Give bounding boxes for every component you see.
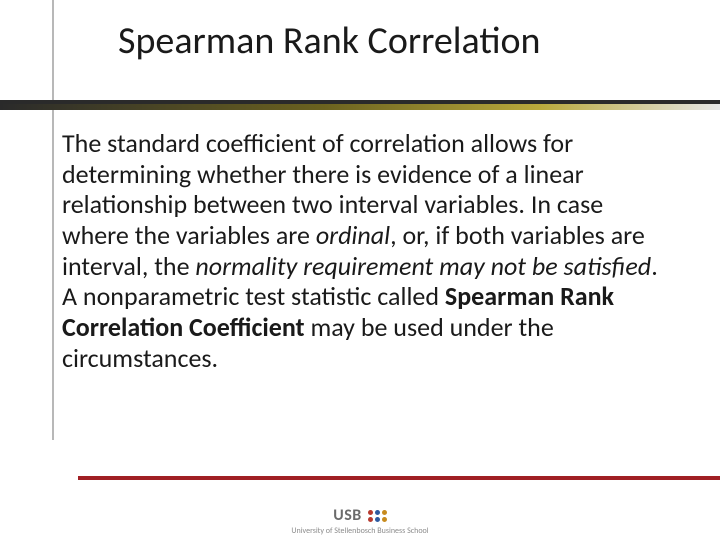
footer-logo-dots-icon	[368, 510, 387, 522]
footer-subtext: University of Stellenbosch Business Scho…	[0, 526, 720, 536]
body-seg-ordinal: ordinal	[316, 219, 390, 251]
footer-logo-text: USB	[333, 506, 361, 525]
slide: Spearman Rank Correlation The standard c…	[0, 0, 720, 540]
footer: USB University of Stellenbosch Business …	[0, 506, 720, 536]
title-underline-gradient	[0, 104, 720, 110]
slide-title: Spearman Rank Correlation	[118, 18, 658, 64]
body-seg-normality: normality requirement may not be satisfi…	[195, 250, 651, 282]
dot-icon	[368, 517, 373, 522]
dot-icon	[375, 510, 380, 515]
body-paragraph: The standard coefficient of correlation …	[62, 128, 662, 373]
footer-logo: USB	[333, 506, 386, 525]
body-seg-1: The standard coefficient of correlation …	[62, 127, 584, 220]
title-underline	[0, 100, 720, 110]
left-vertical-rule	[52, 0, 54, 440]
dot-icon	[368, 510, 373, 515]
dot-icon	[382, 517, 387, 522]
bottom-accent-rule	[78, 476, 720, 480]
dot-icon	[375, 517, 380, 522]
dot-icon	[382, 510, 387, 515]
